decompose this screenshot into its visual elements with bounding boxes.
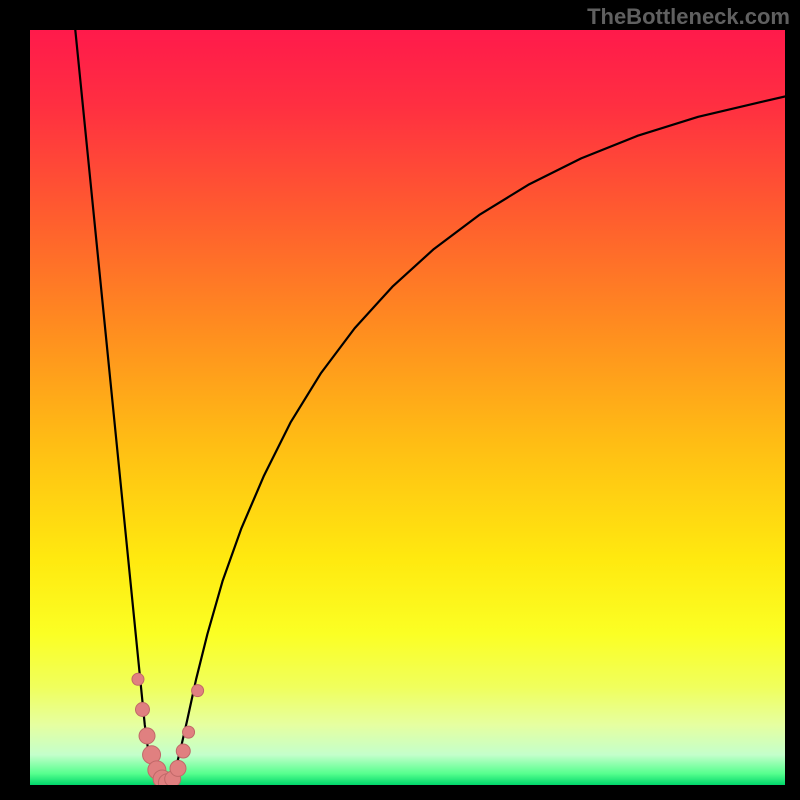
- data-marker: [192, 685, 204, 697]
- data-marker: [170, 760, 186, 776]
- data-marker: [139, 728, 155, 744]
- data-marker: [135, 703, 149, 717]
- data-marker: [132, 673, 144, 685]
- gradient-background: [30, 30, 785, 785]
- watermark-text: TheBottleneck.com: [587, 4, 790, 30]
- data-marker: [176, 744, 190, 758]
- plot-area: [30, 30, 785, 785]
- chart-svg: [30, 30, 785, 785]
- chart-container: TheBottleneck.com: [0, 0, 800, 800]
- data-marker: [183, 726, 195, 738]
